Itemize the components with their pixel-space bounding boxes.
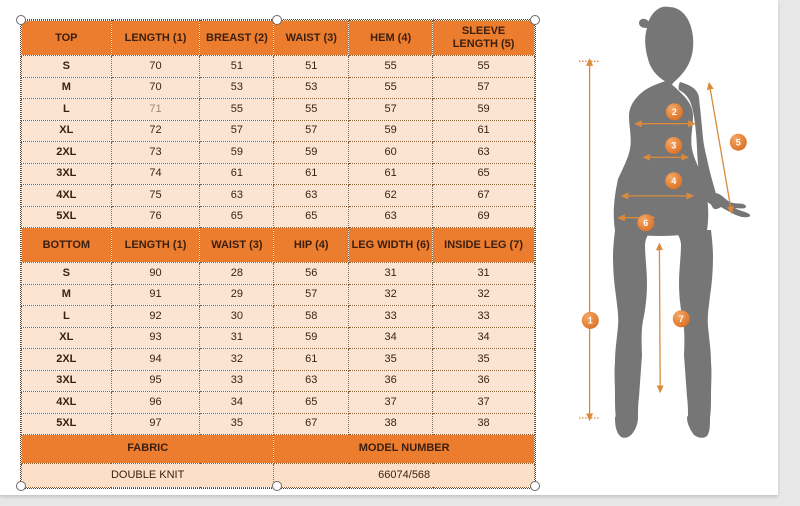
svg-text:5: 5 bbox=[736, 137, 741, 147]
svg-text:4: 4 bbox=[671, 176, 676, 186]
svg-text:2: 2 bbox=[672, 107, 677, 117]
svg-text:1: 1 bbox=[588, 316, 593, 326]
svg-text:6: 6 bbox=[643, 218, 648, 228]
svg-text:7: 7 bbox=[679, 314, 684, 324]
svg-text:3: 3 bbox=[671, 141, 676, 151]
